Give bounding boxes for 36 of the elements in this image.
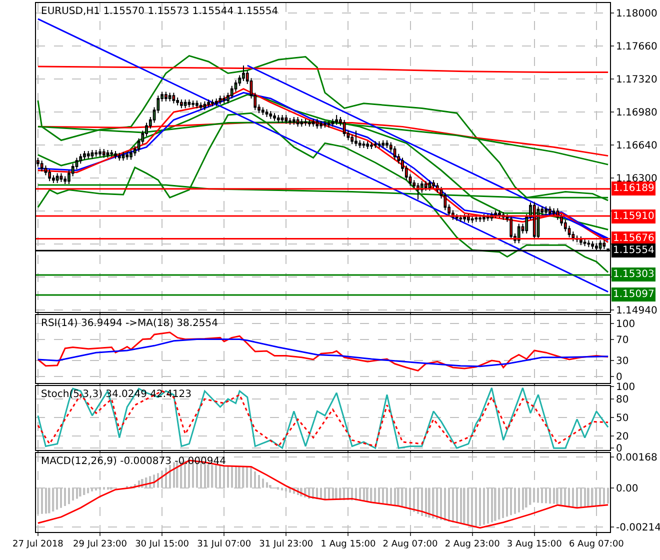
x-tick-label: 31 Jul 23:00 (259, 540, 314, 550)
x-tick-label: 3 Aug 15:00 (506, 540, 562, 550)
x-tick-label: 2 Aug 23:00 (444, 540, 500, 550)
y-tick-label: 1.16640 (616, 140, 658, 152)
x-tick-label: 2 Aug 07:00 (382, 540, 438, 550)
chart-title: EURUSD,H1 1.15570 1.15573 1.15544 1.15554 (41, 6, 278, 17)
y-tick-label: 1.16980 (616, 108, 658, 119)
y-tick-label: 1.17660 (616, 42, 658, 53)
ref-line-label: 1.16189 (613, 183, 654, 194)
x-tick-label: 27 Jul 2018 (12, 540, 64, 550)
x-tick-label: 6 Aug 07:00 (568, 540, 624, 550)
y-tick-label: 20 (616, 431, 629, 442)
y-tick-label: 30 (616, 356, 629, 368)
x-tick-label: 30 Jul 15:00 (135, 540, 190, 550)
y-tick-label: 1.16300 (616, 174, 658, 185)
ref-line-label: 1.15910 (613, 211, 654, 222)
x-tick-label: 31 Jul 07:00 (197, 540, 252, 550)
y-tick-label: 1.18000 (616, 8, 658, 20)
y-tick-label: 1.17320 (616, 74, 658, 86)
y-tick-label: 0.00 (616, 483, 638, 494)
ref-line-label: 1.15676 (613, 233, 654, 244)
y-tick-label: 80 (616, 394, 629, 406)
x-tick-label: 1 Aug 15:00 (320, 540, 376, 550)
y-tick-label: 70 (616, 334, 629, 346)
chart-title: RSI(14) 36.9494 ->MA(18) 38.2554 (41, 318, 218, 329)
y-tick-label: 0 (616, 372, 622, 384)
y-tick-label: 50 (616, 412, 629, 424)
ref-line-label: 1.15303 (613, 269, 654, 280)
ref-line-label: 1.15097 (613, 289, 654, 300)
y-tick-label: -0.00214 (616, 522, 660, 534)
x-tick-label: 29 Jul 23:00 (73, 540, 128, 550)
y-tick-label: 1.14940 (616, 306, 658, 317)
y-tick-label: 100 (616, 318, 636, 330)
y-tick-label: 0.00168 (616, 452, 658, 464)
ref-line-label: 1.15554 (613, 245, 654, 256)
y-tick-label: 100 (616, 382, 636, 394)
